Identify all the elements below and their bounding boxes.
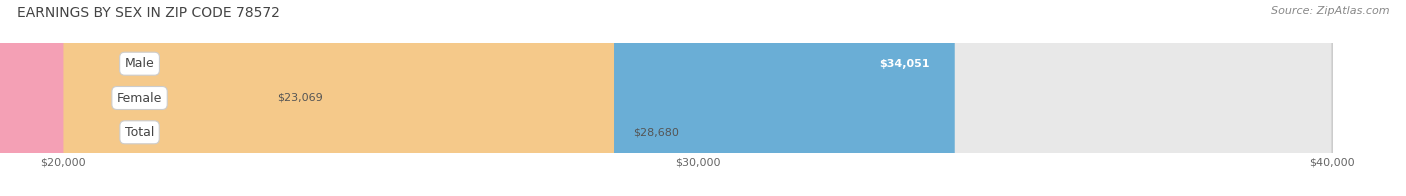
FancyBboxPatch shape: [0, 0, 571, 196]
FancyBboxPatch shape: [63, 0, 614, 196]
FancyBboxPatch shape: [63, 0, 955, 196]
Text: $23,069: $23,069: [277, 93, 323, 103]
Text: $28,680: $28,680: [633, 127, 679, 137]
FancyBboxPatch shape: [63, 0, 1331, 196]
Text: Male: Male: [125, 57, 155, 70]
FancyBboxPatch shape: [63, 0, 1331, 196]
Text: EARNINGS BY SEX IN ZIP CODE 78572: EARNINGS BY SEX IN ZIP CODE 78572: [17, 6, 280, 20]
Text: $34,051: $34,051: [879, 59, 929, 69]
FancyBboxPatch shape: [63, 0, 1331, 196]
Text: Female: Female: [117, 92, 162, 104]
Text: Total: Total: [125, 126, 155, 139]
Text: Source: ZipAtlas.com: Source: ZipAtlas.com: [1271, 6, 1389, 16]
